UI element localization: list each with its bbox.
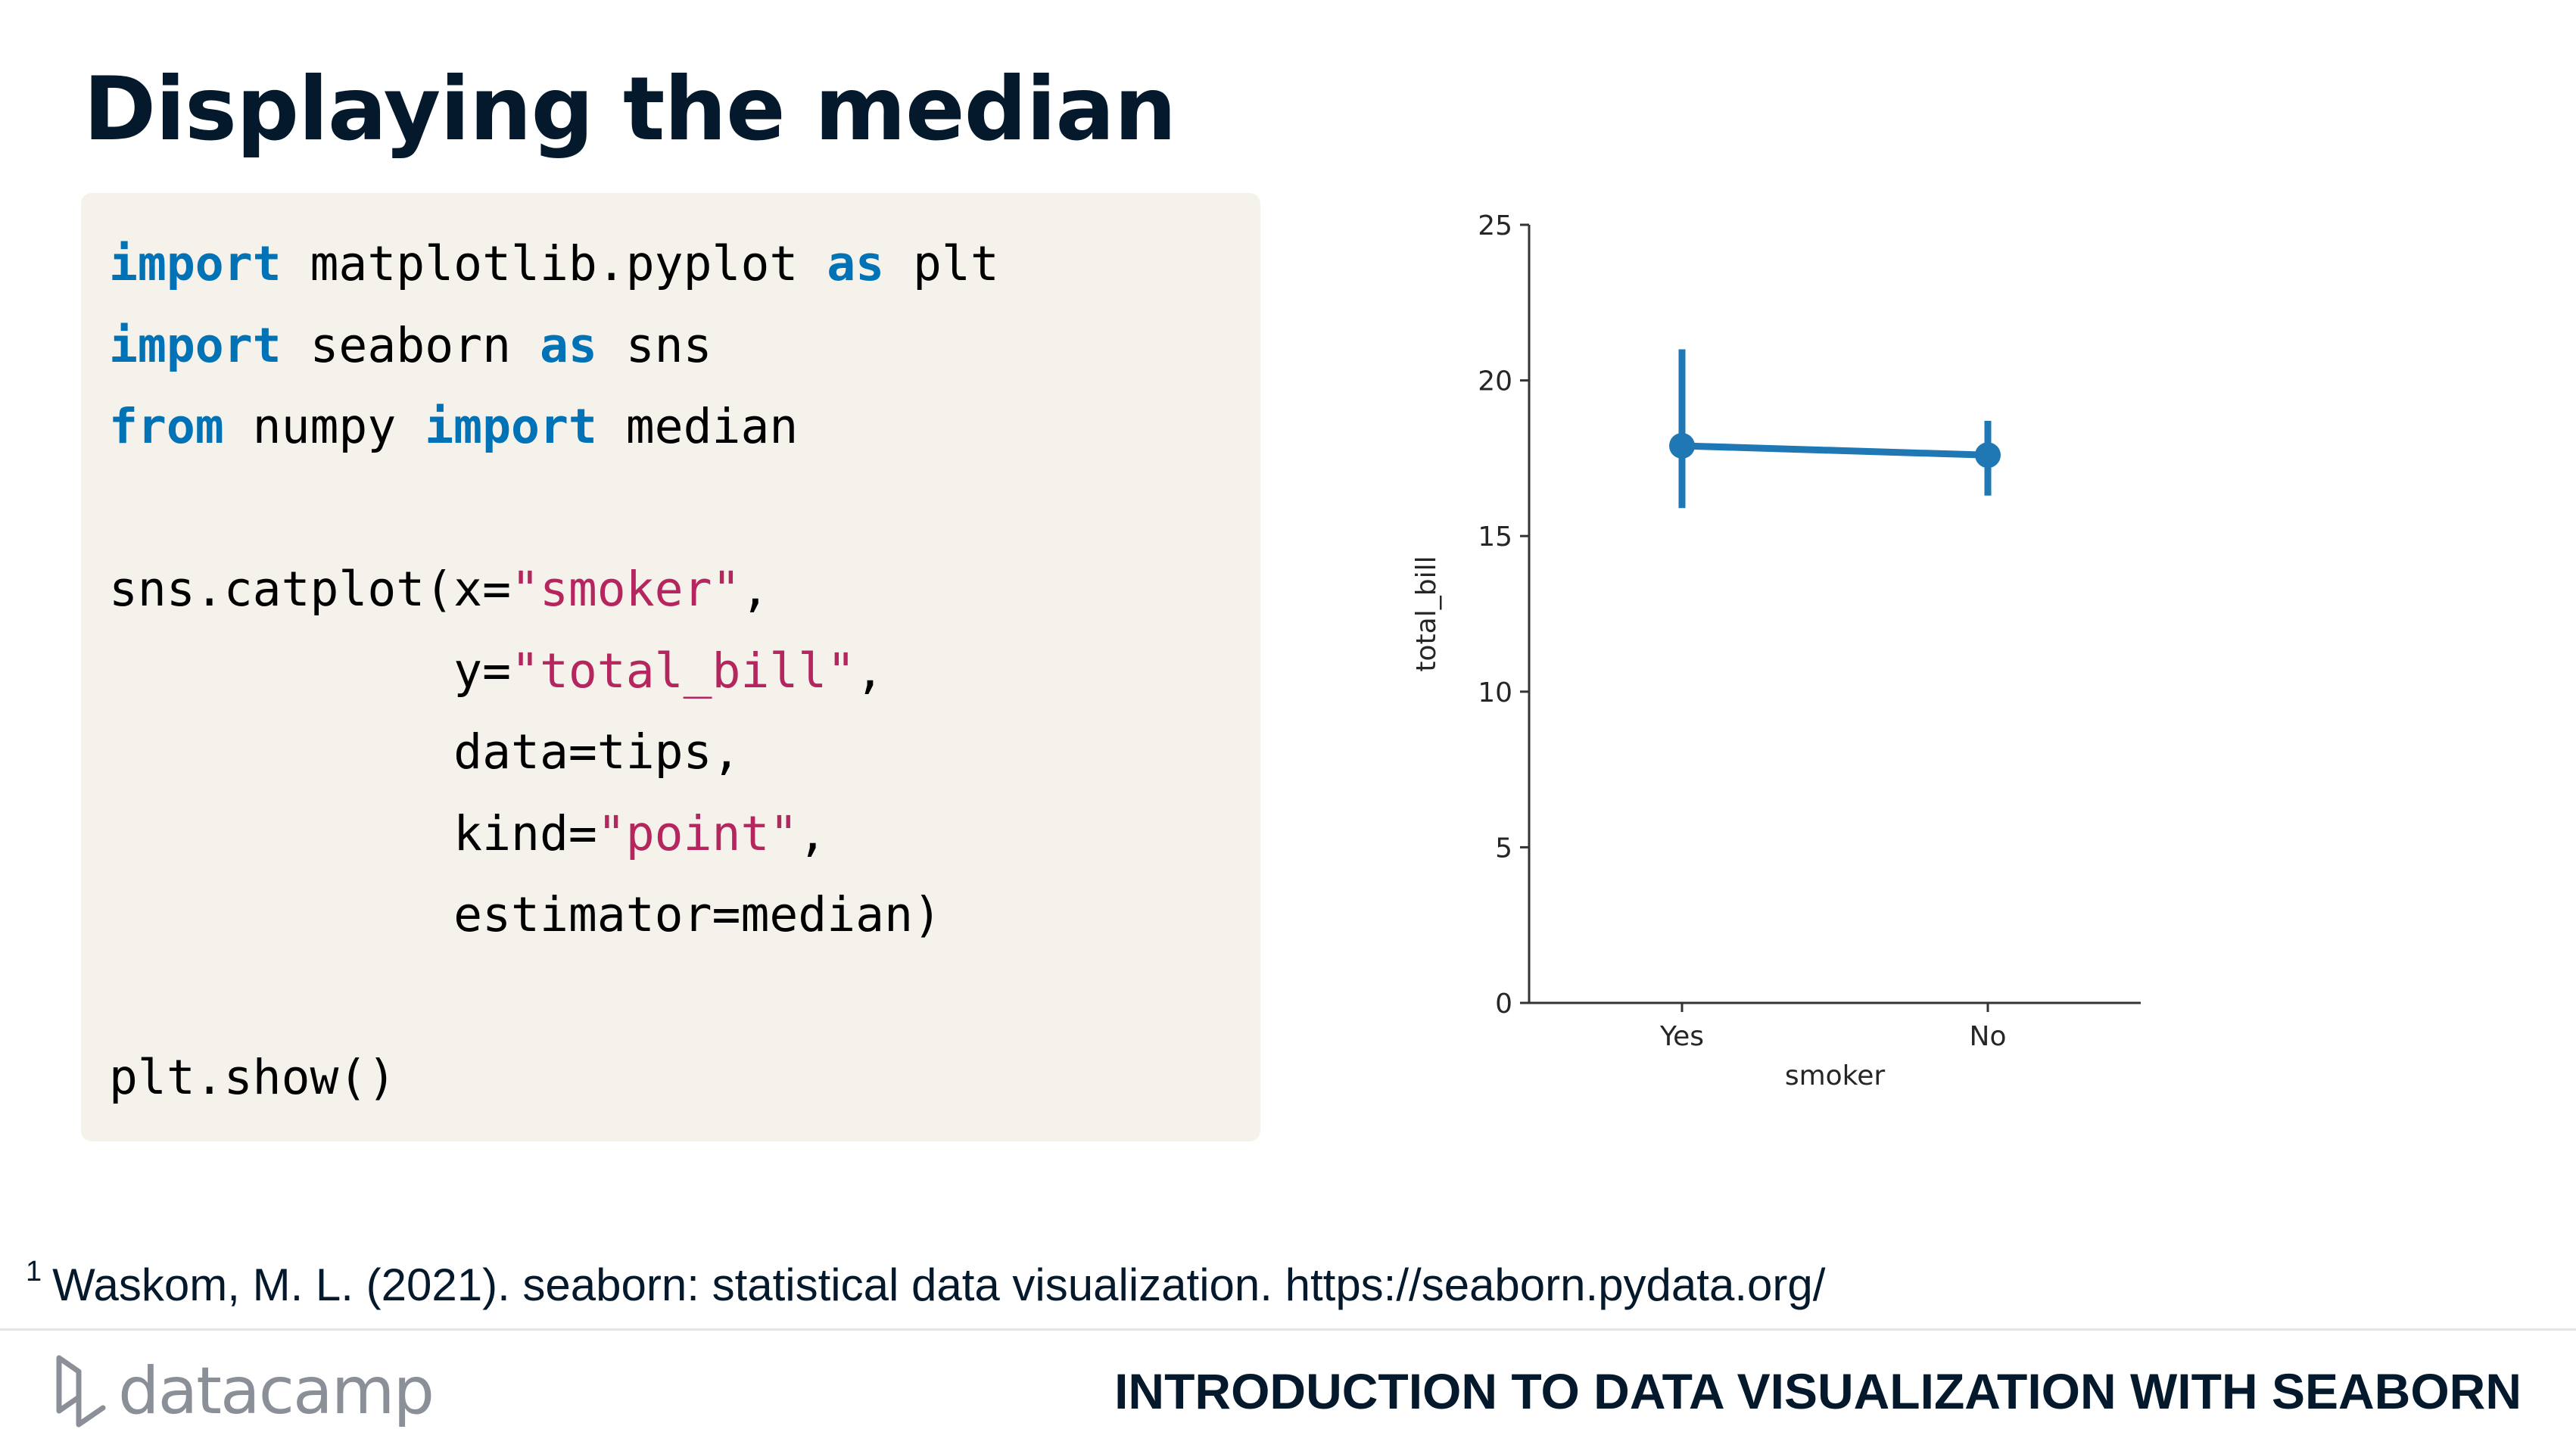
code-text: kind= [109, 805, 597, 861]
datacamp-logo: datacamp [53, 1350, 435, 1433]
code-text: , [740, 562, 770, 617]
x-axis-label: smoker [1785, 1060, 1886, 1091]
y-tick-label: 5 [1495, 833, 1512, 864]
code-line: estimator=median) [109, 874, 999, 956]
slide-title: Displaying the median [83, 58, 1176, 160]
code-line: import matplotlib.pyplot as plt [109, 223, 999, 305]
code-line: kind="point", [109, 793, 999, 875]
code-text: sns [596, 317, 712, 373]
code-line: y="total_bill", [109, 631, 999, 712]
y-tick-label: 20 [1478, 366, 1512, 397]
code-text: y= [109, 643, 512, 699]
y-tick-label: 10 [1478, 677, 1512, 708]
x-tick-label: Yes [1659, 1021, 1704, 1052]
code-keyword: import [109, 236, 282, 291]
y-tick-label: 0 [1495, 989, 1512, 1020]
plot-marks [1669, 349, 2001, 509]
code-keyword: import [109, 317, 282, 373]
code-keyword: import [425, 399, 597, 454]
code-keyword: as [827, 236, 885, 291]
datacamp-logo-icon [56, 1355, 106, 1428]
code-text: plt.show() [109, 1050, 397, 1105]
code-text: numpy [223, 399, 425, 454]
data-point [1975, 442, 2001, 469]
code-text: seaborn [281, 317, 540, 373]
y-axis-ticks: 0 5 10 15 20 25 [1478, 210, 1529, 1020]
code-line: from numpy import median [109, 386, 999, 468]
code-line: import seaborn as sns [109, 305, 999, 387]
code-text: estimator=median) [109, 887, 942, 942]
code-text: sns.catplot(x= [109, 562, 512, 617]
footnote: 1 Waskom, M. L. (2021). seaborn: statisti… [26, 1241, 1825, 1316]
datacamp-logo-text: datacamp [118, 1353, 435, 1429]
code-text: plt [884, 236, 999, 291]
x-tick-label: No [1970, 1021, 2007, 1052]
code-text: median [596, 399, 799, 454]
code-panel: import matplotlib.pyplot as plt import se… [81, 193, 1260, 1141]
code-keyword: as [539, 317, 597, 373]
course-title: INTRODUCTION TO DATA VISUALIZATION WITH … [1114, 1363, 2521, 1419]
code-line: data=tips, [109, 711, 999, 793]
y-axis-label: total_bill [1411, 556, 1442, 671]
code-keyword: from [109, 399, 224, 454]
x-axis-ticks: Yes No [1659, 1003, 2007, 1052]
code-string: "total_bill" [511, 643, 856, 699]
point-plot-chart: 0 5 10 15 20 25 Yes No total_bill smoker [1411, 210, 2141, 1091]
code-text: , [855, 643, 885, 699]
y-tick-label: 15 [1478, 522, 1512, 553]
code-line [109, 956, 999, 1038]
code-text: data=tips, [109, 724, 741, 780]
code-line: plt.show() [109, 1037, 999, 1119]
code-string: "point" [596, 805, 799, 861]
code-line: sns.catplot(x="smoker", [109, 549, 999, 631]
footer-divider [0, 1328, 2576, 1331]
data-point [1669, 432, 1695, 459]
series-line [1678, 442, 1992, 459]
footnote-marker: 1 [26, 1256, 42, 1288]
code-line [109, 468, 999, 550]
code-block: import matplotlib.pyplot as plt import se… [109, 223, 999, 1119]
y-tick-label: 25 [1478, 210, 1512, 241]
code-text: matplotlib.pyplot [281, 236, 827, 291]
footnote-text: Waskom, M. L. (2021). seaborn: statistic… [52, 1260, 1826, 1310]
code-string: "smoker" [511, 562, 741, 617]
code-text: , [798, 805, 827, 861]
